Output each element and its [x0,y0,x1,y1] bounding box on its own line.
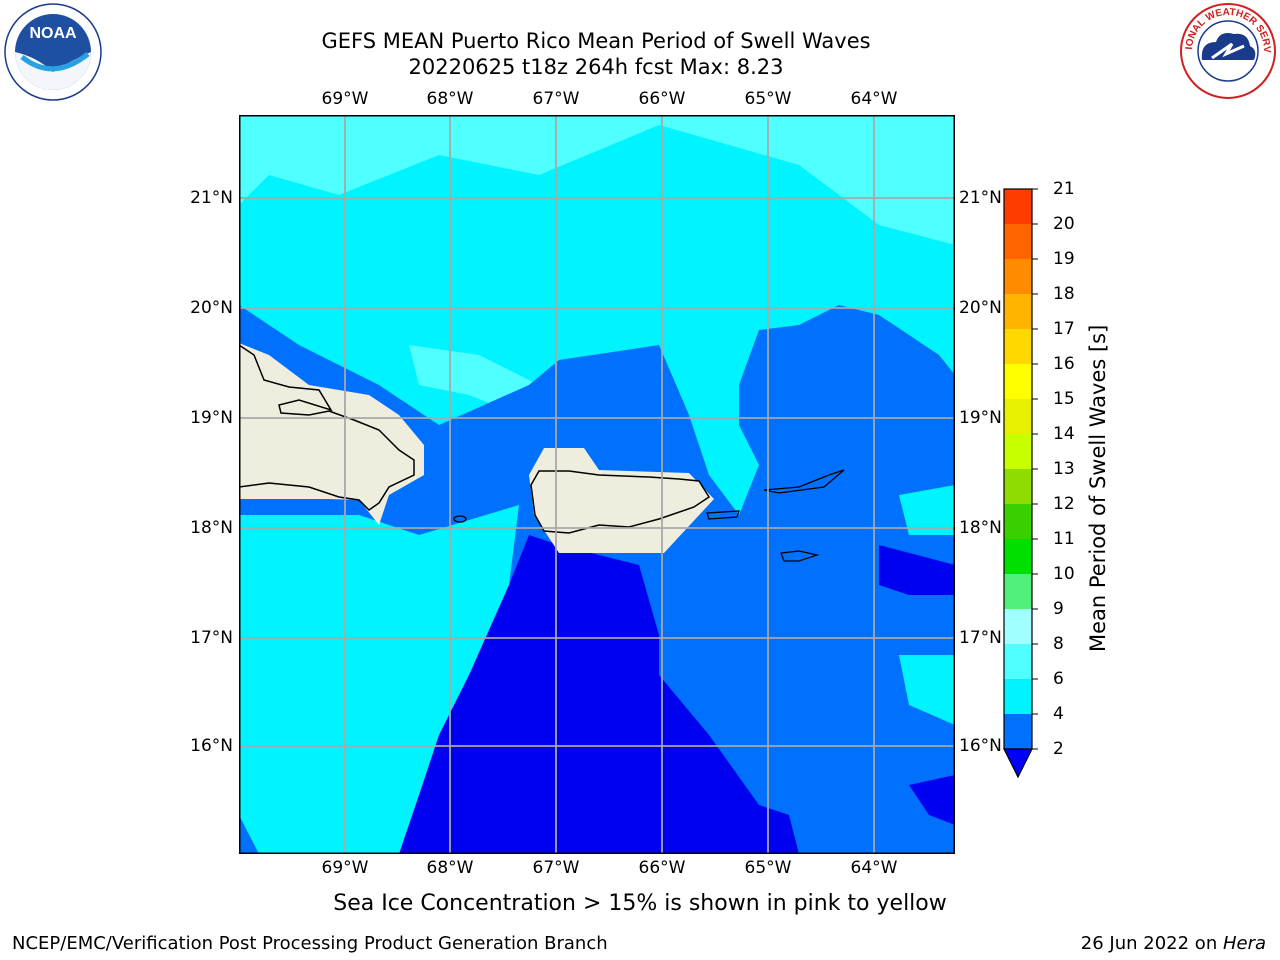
colorbar-tick-label: 6 [1053,669,1064,689]
footer-credit: NCEP/EMC/Verification Post Processing Pr… [12,933,608,954]
colorbar-segment [1004,504,1032,539]
colorbar-tick-label: 18 [1053,284,1075,304]
gridlines [239,115,955,854]
footer-date: 26 Jun 2022 on Hera [1081,933,1266,954]
colorbar [1003,188,1038,779]
lon-label-bottom: 69°W [321,858,369,878]
contour-6-8-north [239,115,955,245]
lat-label-left: 16°N [190,736,233,756]
colorbar-tick-label: 19 [1053,249,1075,269]
colorbar-tick-label: 21 [1053,179,1075,199]
map-frame [239,115,955,854]
lat-label-right: 21°N [959,188,1002,208]
colorbar-segment [1004,364,1032,399]
coastline-vieques [706,510,740,520]
colorbar-segment [1004,294,1032,329]
coastline-mona [453,515,467,523]
colorbar-tick-label: 13 [1053,459,1075,479]
colorbar-segment [1004,679,1032,714]
colorbar-extend-triangle [1003,748,1033,779]
lat-label-right: 17°N [959,628,1002,648]
lon-label-bottom: 65°W [744,858,792,878]
contour-below-2 [399,535,799,854]
colorbar-segment [1004,399,1032,434]
footer-date-text: 26 Jun 2022 on [1080,933,1223,954]
nws-logo: NATIONAL WEATHER SERVICE [1174,0,1278,100]
colorbar-tick-label: 16 [1053,354,1075,374]
map-plot [239,115,955,854]
lon-label-bottom: 68°W [426,858,474,878]
contour-below-2-east [879,545,955,595]
svg-text:NOAA: NOAA [29,25,77,42]
colorbar-segment [1004,644,1032,679]
colorbar-segment [1004,259,1032,294]
colorbar-segment [1004,714,1032,749]
colorbar-segment [1004,539,1032,574]
lon-label-top: 66°W [638,89,686,109]
chart-subtitle: 20220625 t18z 264h fcst Max: 8.23 [408,55,784,79]
lon-label-bottom: 67°W [532,858,580,878]
colorbar-segment [1004,574,1032,609]
colorbar-tick-label: 8 [1053,634,1064,654]
coastline-st-croix [780,550,820,562]
colorbar-segment [1004,189,1032,224]
colorbar-tick-label: 20 [1053,214,1075,234]
colorbar-segment [1004,609,1032,644]
colorbar-segment [1004,434,1032,469]
lat-label-left: 21°N [190,188,233,208]
lon-label-top: 67°W [532,89,580,109]
lat-label-right: 16°N [959,736,1002,756]
contour-4-6-east [699,405,759,515]
lat-label-right: 18°N [959,518,1002,538]
colorbar-tick-label: 14 [1053,424,1075,444]
contour-4-6-se [899,655,955,725]
coastline-hispaniola [239,344,415,511]
lat-label-right: 19°N [959,408,1002,428]
lon-label-top: 69°W [321,89,369,109]
coastline-virgin-islands [763,469,845,494]
lat-label-left: 20°N [190,298,233,318]
lat-label-right: 20°N [959,298,1002,318]
colorbar-segment [1004,224,1032,259]
colorbar-tick-label: 17 [1053,319,1075,339]
lat-label-left: 17°N [190,628,233,648]
contour-below-2-se [909,775,955,825]
colorbar-segment [1004,329,1032,364]
colorbar-segment [1004,469,1032,504]
lat-label-left: 19°N [190,408,233,428]
land-hispaniola-mask [239,343,424,525]
lon-label-top: 65°W [744,89,792,109]
chart-title: GEFS MEAN Puerto Rico Mean Period of Swe… [321,29,871,53]
noaa-logo: NOAA [2,2,104,102]
colorbar-tick-label: 11 [1053,529,1075,549]
colorbar-tick-label: 9 [1053,599,1064,619]
lat-label-left: 18°N [190,518,233,538]
colorbar-tick-label: 4 [1053,704,1064,724]
footer-host: Hera [1222,933,1266,954]
colorbar-tick-label: 12 [1053,494,1075,514]
contour-4-6-ne [899,485,955,535]
colorbar-tick-label: 15 [1053,389,1075,409]
colorbar-label: Mean Period of Swell Waves [s] [1086,324,1110,652]
lon-label-bottom: 66°W [638,858,686,878]
colorbar-tick-label: 2 [1053,739,1064,759]
lon-label-top: 68°W [426,89,474,109]
lon-label-bottom: 64°W [850,858,898,878]
lon-label-top: 64°W [850,89,898,109]
contour-4-6-tongue [239,505,519,854]
sea-ice-note: Sea Ice Concentration > 15% is shown in … [333,891,947,916]
colorbar-tick-label: 10 [1053,564,1075,584]
